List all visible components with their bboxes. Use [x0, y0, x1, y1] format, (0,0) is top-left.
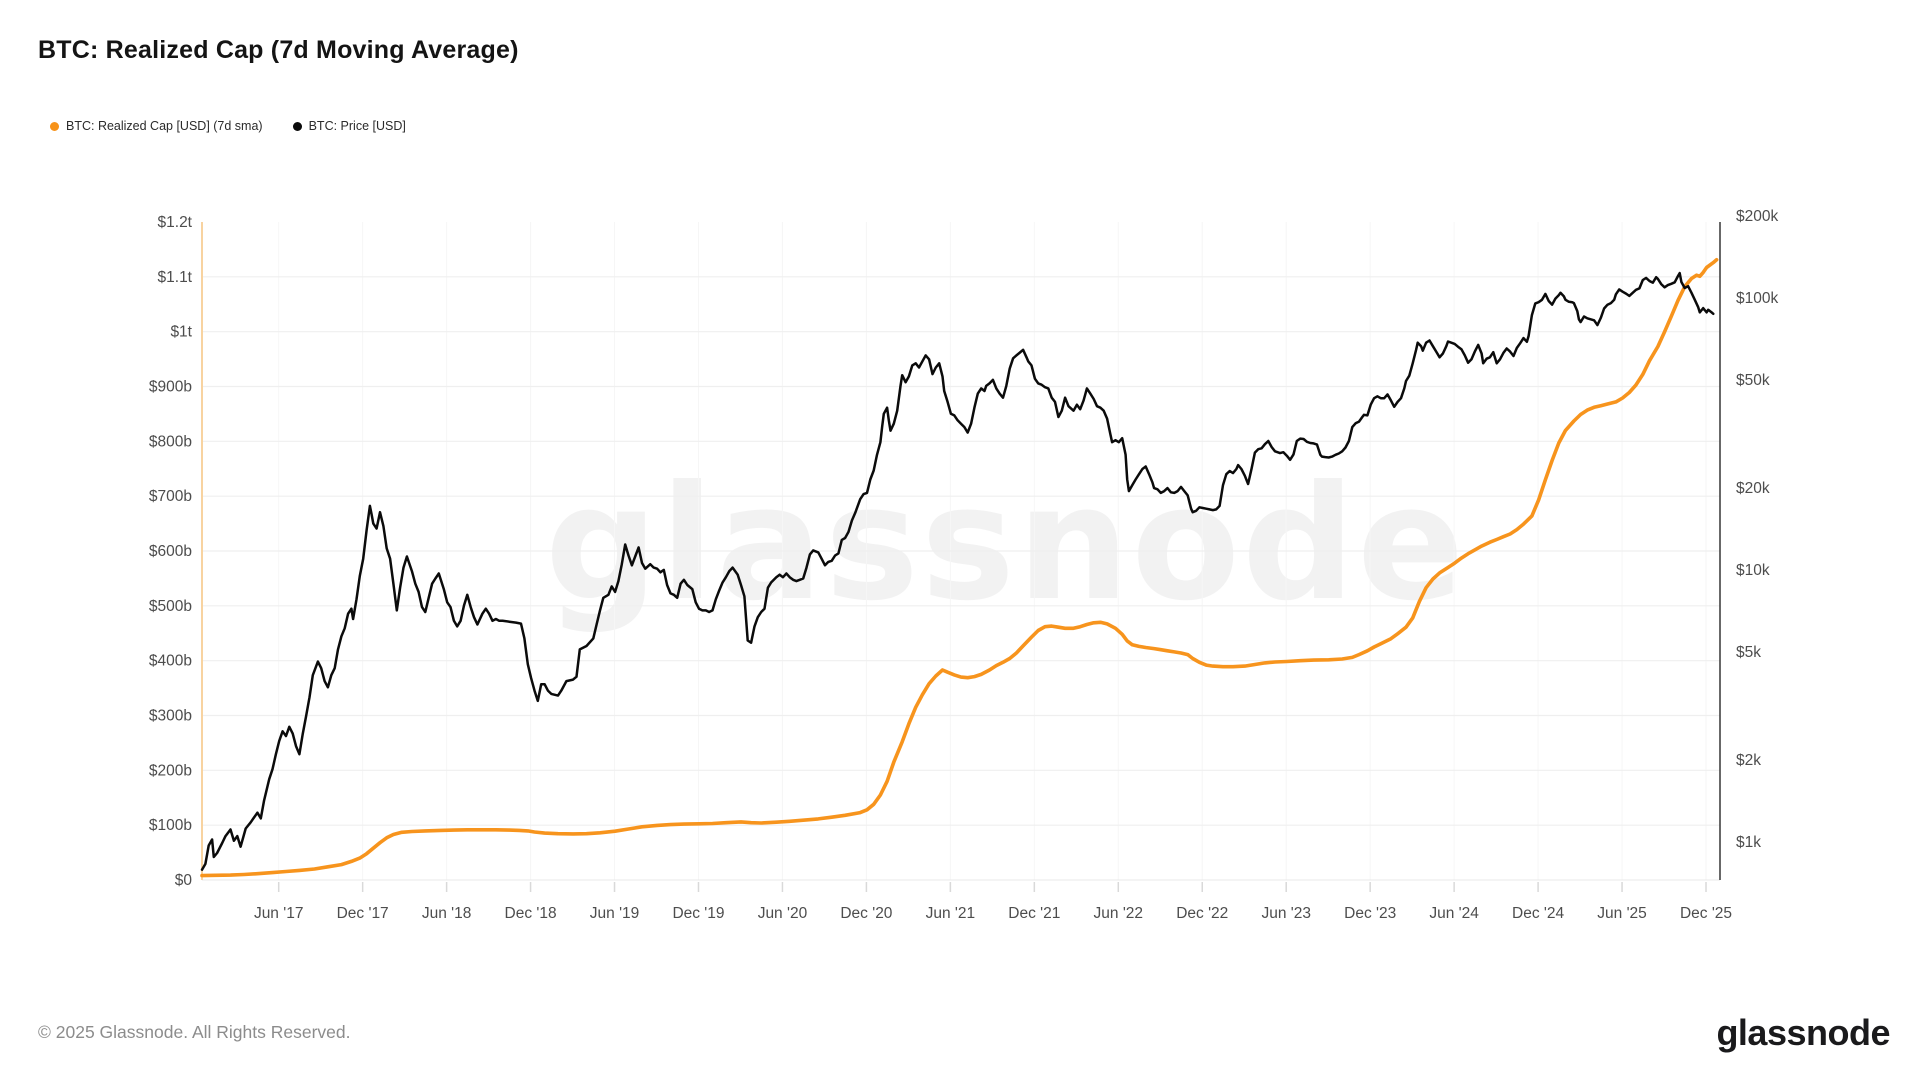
y-right-tick-label: $100k [1736, 290, 1778, 307]
watermark-text: glassnode [545, 452, 1466, 636]
y-left-tick-label: $100b [149, 817, 192, 834]
x-tick-label: Jun '22 [1094, 905, 1144, 922]
x-tick-label: Jun '21 [926, 905, 976, 922]
y-left-tick-label: $1t [170, 324, 192, 341]
legend-dot-price-icon [292, 121, 302, 131]
series-line-realized-cap [200, 258, 1719, 878]
y-right-tick-label: $200k [1736, 208, 1778, 225]
y-left-tick-label: $500b [149, 598, 192, 615]
x-tick-label: Dec '25 [1680, 905, 1732, 922]
x-tick-label: Dec '19 [672, 905, 724, 922]
y-left-tick-label: $1.2t [158, 214, 193, 231]
x-tick-label: Jun '18 [422, 905, 472, 922]
x-tick-label: Dec '23 [1344, 905, 1396, 922]
y-right-tick-label: $10k [1736, 562, 1770, 579]
x-tick-label: Jun '17 [254, 905, 304, 922]
x-tick-label: Dec '21 [1008, 905, 1060, 922]
y-left-tick-label: $200b [149, 762, 192, 779]
legend-dot-realized-cap-icon [50, 121, 59, 131]
legend-label-price: BTC: Price [USD] [308, 119, 406, 133]
x-tick-label: Jun '19 [590, 905, 640, 922]
y-right-tick-label: $2k [1736, 752, 1761, 769]
glassnode-logo[interactable]: glassnode [1716, 1012, 1890, 1053]
page-title: BTC: Realized Cap (7d Moving Average) [38, 36, 519, 64]
x-tick-label: Jun '20 [758, 905, 808, 922]
copyright-text: © 2025 Glassnode. All Rights Reserved. [38, 1022, 351, 1042]
x-tick-label: Jun '25 [1597, 905, 1647, 922]
y-left-tick-label: $700b [149, 488, 192, 505]
x-tick-label: Dec '18 [505, 905, 557, 922]
legend: BTC: Realized Cap [USD] (7d sma) BTC: Pr… [50, 119, 406, 133]
x-tick-label: Jun '23 [1261, 905, 1311, 922]
legend-label-realized-cap: BTC: Realized Cap [USD] (7d sma) [66, 119, 263, 133]
y-right-tick-label: $1k [1736, 834, 1761, 851]
series-line-price [200, 271, 1715, 871]
x-tick-label: Dec '24 [1512, 905, 1564, 922]
y-left-tick-label: $0 [175, 872, 193, 889]
y-right-tick-label: $50k [1736, 372, 1770, 389]
y-right-tick-label: $20k [1736, 480, 1770, 497]
y-right-tick-label: $5k [1736, 644, 1761, 661]
x-tick-label: Jun '24 [1429, 905, 1479, 922]
x-tick-label: Dec '17 [337, 905, 389, 922]
y-left-tick-label: $600b [149, 543, 192, 560]
x-tick-label: Dec '20 [840, 905, 892, 922]
y-left-tick-label: $1.1t [158, 269, 193, 286]
y-left-tick-label: $800b [149, 433, 192, 450]
legend-item-price[interactable]: BTC: Price [USD] [292, 119, 406, 133]
y-left-tick-label: $400b [149, 653, 192, 670]
y-left-tick-label: $900b [149, 379, 192, 396]
x-tick-label: Dec '22 [1176, 905, 1228, 922]
y-left-tick-label: $300b [149, 708, 192, 725]
legend-item-realized-cap[interactable]: BTC: Realized Cap [USD] (7d sma) [50, 119, 263, 133]
